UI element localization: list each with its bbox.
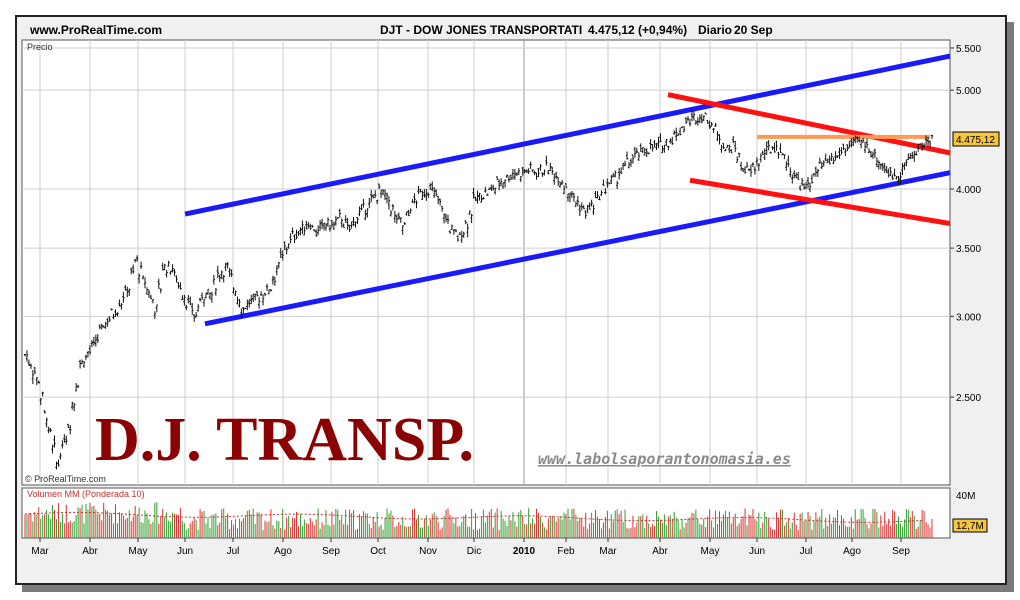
volume-max-label: 40M [956,491,975,502]
x-tick-label: Jun [749,546,765,557]
x-tick-label: Jul [227,546,240,557]
x-tick-label: Oct [370,546,386,557]
y-tick-label: 5.000 [956,86,981,97]
trendline-wedge-lower [689,177,951,226]
x-tick-label: Mar [31,546,49,557]
y-tick-label: 4.000 [956,185,981,196]
price-panel [21,39,951,486]
volume-series [24,502,933,538]
site-name[interactable]: www.ProRealTime.com [29,23,162,37]
quote-text: 4.475,12 (+0,94%) [588,23,687,37]
y-tick-label: 3.000 [956,312,981,323]
trendline-wedge-upper [667,92,951,156]
volume-badge: 12,7M [956,521,984,532]
trendline-channel-upper [184,53,951,217]
volume-badge-bg [952,518,988,533]
y-tick-label: 5.500 [956,44,981,55]
date-text: 20 Sep [734,23,773,37]
volume-label: Volumen MM (Ponderada 10) [27,489,145,499]
period-text: Diario [698,23,732,37]
instrument-name: DJT - DOW JONES TRANSPORTATI [380,23,582,37]
x-tick-label: Abr [82,546,98,557]
x-tick-label: Sep [322,546,340,557]
x-tick-label: Sep [892,546,910,557]
watermark-text: © ProRealTime.com [25,474,106,484]
x-tick-label: May [129,546,148,557]
big-title: D.J. TRANSP. [95,406,474,474]
x-tick-label: 2010 [513,546,536,557]
price-axis: 2.500 3.000 3.500 4.000 5.000 5.500 [950,44,981,404]
x-tick-label: Dic [467,546,481,557]
price-label: Precio [27,42,53,52]
volume-average-line [24,511,923,523]
price-series [23,109,934,470]
x-tick-label: May [701,546,720,557]
trendline-channel-lower [204,170,951,327]
last-price-badge-bg [952,131,1000,147]
x-tick-label: Mar [599,546,617,557]
last-price-badge: 4.475,12 [956,135,995,146]
x-tick-label: Jul [800,546,813,557]
website-link[interactable]: www.labolsaporantonomasia.es [538,450,791,468]
x-tick-label: Jun [177,546,193,557]
x-tick-label: Nov [419,546,437,557]
x-tick-label: Ago [843,546,861,557]
x-tick-label: Feb [557,546,575,557]
x-tick-label: Abr [652,546,668,557]
y-tick-label: 3.500 [956,244,981,255]
y-tick-label: 2.500 [956,393,981,404]
time-axis: Mar Abr May Jun Jul Ago Sep Oct Nov Dic 2010 Feb Mar… [31,538,910,557]
x-tick-label: Ago [274,546,292,557]
trendlines [184,53,951,327]
